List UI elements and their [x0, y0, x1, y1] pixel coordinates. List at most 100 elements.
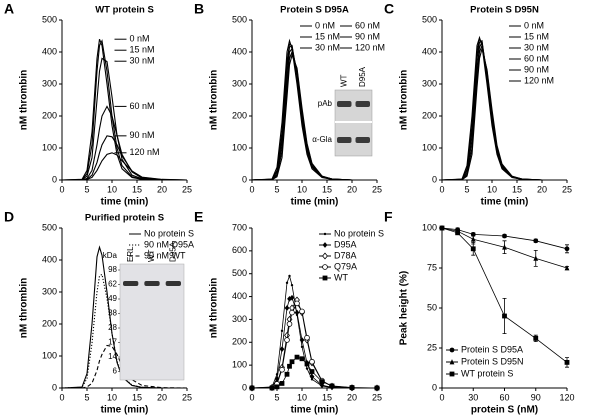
x-tick-label: 0 [439, 392, 444, 402]
marker [470, 236, 476, 242]
x-axis-label: protein S (nM) [471, 405, 538, 416]
x-tick-label: 5 [274, 392, 279, 402]
legend-label: 30 nM [130, 56, 155, 66]
y-tick-label: 500 [42, 222, 57, 232]
x-axis-label: time (min) [101, 197, 149, 208]
legend-label: 15 nM [315, 31, 340, 41]
marker [290, 283, 294, 287]
gel-ladder-label: 49 [108, 294, 117, 303]
marker [284, 371, 290, 377]
x-tick-label: 10 [297, 184, 307, 194]
x-tick-label: 10 [297, 392, 307, 402]
y-tick-label: 300 [42, 78, 57, 88]
legend-label: 120 nM [130, 147, 160, 157]
legend-label: 0 nM [524, 20, 544, 30]
legend-label: 90 nM WT [144, 250, 186, 260]
panel-letter: A [4, 1, 14, 17]
gel-lane-label: D95A [168, 241, 177, 262]
x-tick-label: 10 [487, 184, 497, 194]
x-tick-label: 120 [559, 392, 574, 402]
x-axis-label: time (min) [291, 405, 339, 416]
gel-band [165, 281, 181, 286]
marker [249, 385, 255, 391]
x-axis-label: time (min) [291, 197, 339, 208]
x-tick-label: 20 [157, 392, 167, 402]
marker [294, 309, 300, 316]
marker [294, 354, 300, 360]
x-tick-label: 5 [464, 184, 469, 194]
legend-label: WT protein S [461, 368, 513, 378]
gel-band [355, 101, 370, 107]
marker [449, 371, 455, 377]
x-tick-label: 0 [59, 184, 64, 194]
marker [279, 366, 285, 373]
series-line [441, 48, 567, 181]
legend-label: 30 nM [315, 42, 340, 52]
x-tick-label: 20 [157, 184, 167, 194]
legend-label: 60 nM [130, 101, 155, 111]
x-tick-label: 25 [182, 184, 192, 194]
marker [280, 329, 284, 333]
x-tick-label: 20 [347, 184, 357, 194]
gel-band [144, 281, 160, 286]
gel-ladder-label: 6 [113, 367, 118, 376]
legend-label: 90 nM [130, 130, 155, 140]
x-tick-label: 20 [347, 392, 357, 402]
marker [300, 345, 304, 349]
x-tick-label: 0 [249, 392, 254, 402]
series-line [251, 299, 378, 389]
marker [455, 230, 461, 236]
marker [284, 305, 290, 311]
marker [502, 244, 507, 250]
y-tick-label: 400 [42, 254, 57, 264]
y-tick-label: 0 [432, 382, 437, 392]
legend-label: 120 nM [524, 75, 554, 85]
legend-label: 15 nM [524, 31, 549, 41]
x-tick-label: 0 [59, 392, 64, 402]
gel-ladder-label: 28 [108, 323, 117, 332]
marker [309, 369, 315, 374]
marker [322, 242, 328, 248]
y-tick-label: 0 [52, 174, 57, 184]
y-tick-label: 500 [42, 14, 57, 24]
x-tick-label: 25 [562, 184, 572, 194]
series-line [61, 245, 187, 389]
y-axis-label: nM thrombin [19, 70, 30, 131]
y-tick-label: 25 [427, 342, 437, 352]
marker [502, 313, 507, 319]
series-line [62, 152, 188, 181]
y-tick-label: 0 [52, 382, 57, 392]
y-tick-label: 700 [232, 222, 247, 232]
x-axis-label: time (min) [101, 405, 149, 416]
legend-label: 90 nM [355, 31, 380, 41]
gel-unit: kDa [103, 251, 118, 260]
legend-label: 0 nM [315, 20, 335, 30]
y-tick-label: 200 [232, 110, 247, 120]
gel-ladder-label: 14 [108, 352, 117, 361]
series-line [61, 57, 187, 181]
y-axis-label: Peak height (%) [399, 271, 410, 345]
y-tick-label: 100 [42, 142, 57, 152]
legend-label: WT [334, 272, 348, 282]
x-tick-label: 25 [182, 392, 192, 402]
marker [289, 309, 295, 316]
marker [299, 337, 305, 343]
gel-lane-label: WT [339, 74, 348, 87]
x-tick-label: 5 [84, 392, 89, 402]
gel-band [355, 137, 370, 143]
marker [470, 246, 476, 252]
gel-ladder-label: 62 [108, 280, 117, 289]
y-tick-label: 200 [422, 110, 437, 120]
x-tick-label: 20 [537, 184, 547, 194]
y-tick-label: 0 [432, 174, 437, 184]
x-tick-label: 0 [439, 184, 444, 194]
marker [322, 264, 328, 270]
legend-label: 90 nM [524, 64, 549, 74]
chart-title: Protein S D95A [280, 5, 349, 16]
legend-label: D95A [334, 239, 357, 249]
marker [319, 379, 325, 384]
y-tick-label: 400 [422, 46, 437, 56]
y-tick-label: 50 [427, 302, 437, 312]
marker [533, 336, 539, 341]
y-tick-label: 100 [422, 142, 437, 152]
